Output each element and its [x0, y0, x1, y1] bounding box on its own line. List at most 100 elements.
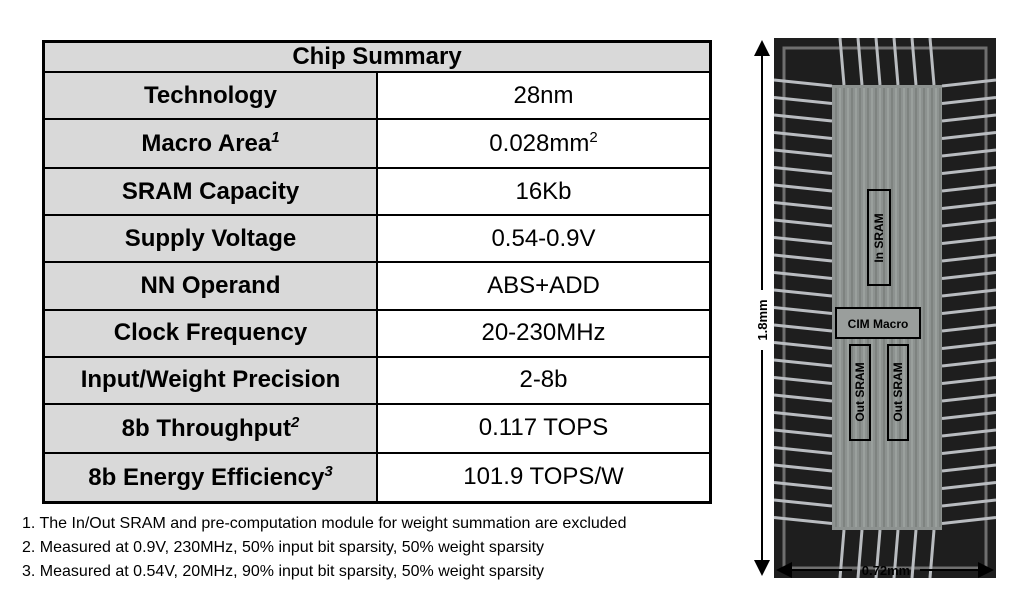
- row-label-cell: NN Operand: [42, 261, 378, 311]
- bond-wires: [773, 37, 997, 579]
- decor-line: [941, 463, 997, 473]
- in-sram-label: In SRAM: [872, 213, 886, 262]
- decor-line: [773, 306, 833, 315]
- decor-line: [773, 481, 833, 490]
- decor-line: [773, 271, 833, 280]
- decor-line: [941, 271, 997, 280]
- footnote: 1. The In/Out SRAM and pre-computation m…: [22, 515, 627, 532]
- row-value: ABS+ADD: [487, 272, 600, 300]
- decor-line: [773, 498, 833, 508]
- row-label: Input/Weight Precision: [80, 366, 341, 394]
- row-label-cell: SRAM Capacity: [42, 166, 378, 217]
- decor-line: [941, 131, 997, 140]
- footnote-marker: 1: [271, 129, 280, 147]
- row-value-cell: 20-230MHz: [376, 308, 712, 358]
- table-row: 8b Throughput2 0.117 TOPS: [42, 403, 712, 454]
- table-row: Input/Weight Precision 2-8b: [42, 355, 712, 406]
- decor-line: [910, 529, 918, 579]
- table-row: SRAM Capacity 16Kb: [42, 166, 712, 217]
- row-value: 101.9 TOPS/W: [463, 463, 624, 491]
- width-label: 0.72mm: [862, 563, 910, 578]
- decor-line: [941, 183, 997, 193]
- decor-line: [773, 183, 833, 193]
- decor-line: [773, 148, 833, 158]
- row-label-cell: Macro Area1: [42, 118, 378, 169]
- decor-line: [773, 323, 833, 333]
- footnote-marker: 3: [324, 462, 333, 480]
- decor-line: [874, 37, 882, 86]
- decor-line: [941, 113, 997, 123]
- row-label: 8b Throughput: [121, 414, 291, 442]
- row-value: 20-230MHz: [481, 319, 606, 347]
- decor-line: [773, 463, 833, 473]
- decor-line: [941, 498, 997, 508]
- decor-line: [773, 358, 833, 368]
- row-label-cell: Input/Weight Precision: [42, 355, 378, 406]
- footnotes: 1. The In/Out SRAM and pre-computation m…: [22, 512, 626, 584]
- row-label-cell: 8b Energy Efficiency3: [42, 451, 378, 504]
- row-value-cell: 0.54-0.9V: [376, 214, 712, 264]
- decor-line: [941, 376, 997, 385]
- row-value: 2-8b: [519, 366, 568, 394]
- decor-line: [838, 37, 846, 86]
- row-label: Technology: [144, 81, 277, 109]
- row-value-cell: 2-8b: [376, 355, 712, 406]
- out-sram-box: [849, 344, 871, 441]
- decor-line: [773, 166, 833, 175]
- row-label: SRAM Capacity: [121, 177, 300, 205]
- decor-line: [941, 481, 997, 490]
- row-value-cell: 101.9 TOPS/W: [376, 451, 712, 504]
- decor-line: [773, 393, 833, 403]
- row-label-cell: Technology: [42, 70, 378, 121]
- decor-line: [773, 78, 833, 88]
- decor-line: [941, 218, 997, 228]
- out-sram-box: [887, 344, 909, 441]
- out-sram-label: Out SRAM: [891, 362, 905, 421]
- value-superscript: 2: [589, 129, 598, 147]
- row-value: 16Kb: [515, 177, 572, 205]
- row-label-cell: Supply Voltage: [42, 214, 378, 264]
- row-value-cell: 28nm: [376, 70, 712, 121]
- decor-line: [773, 376, 833, 385]
- out-sram-label: Out SRAM: [853, 362, 867, 421]
- footnote-marker: 2: [290, 413, 300, 431]
- decor-line: [773, 411, 833, 420]
- decor-line: [941, 253, 997, 263]
- row-value: 0.028mm: [489, 130, 590, 158]
- decor-line: [773, 218, 833, 228]
- decor-line: [941, 428, 997, 438]
- decor-line: [773, 131, 833, 140]
- table-row: Macro Area1 0.028mm2: [42, 118, 712, 169]
- decor-line: [941, 446, 997, 455]
- decor-line: [773, 288, 833, 298]
- decor-line: [773, 446, 833, 455]
- decor-line: [892, 529, 900, 579]
- decor-line: [773, 201, 833, 210]
- decor-line: [941, 148, 997, 158]
- decor-line: [928, 37, 936, 86]
- decor-line: [941, 358, 997, 368]
- decor-line: [941, 166, 997, 175]
- chip-photo: In SRAM CIM Macro Out SRAM Out SRAM 1.8m…: [754, 37, 997, 579]
- table-row: Technology 28nm: [42, 70, 712, 121]
- row-label: Clock Frequency: [113, 319, 308, 347]
- row-label: Macro Area: [141, 130, 272, 158]
- decor-line: [941, 411, 997, 420]
- table-title: Chip Summary: [42, 40, 712, 73]
- decor-line: [941, 78, 997, 88]
- decor-line: [773, 96, 833, 105]
- decor-line: [773, 341, 833, 350]
- decor-line: [941, 201, 997, 210]
- row-label: 8b Energy Efficiency: [88, 463, 325, 491]
- decor-line: [892, 37, 900, 86]
- decor-line: [941, 393, 997, 403]
- row-label: Supply Voltage: [124, 224, 297, 252]
- decor-line: [773, 428, 833, 438]
- row-value-cell: ABS+ADD: [376, 261, 712, 311]
- footnote: 3. Measured at 0.54V, 20MHz, 90% input b…: [22, 563, 545, 580]
- cim-macro-label: CIM Macro: [848, 317, 909, 331]
- row-value: 0.117 TOPS: [478, 414, 609, 442]
- row-value: 28nm: [513, 81, 574, 109]
- decor-line: [941, 288, 997, 298]
